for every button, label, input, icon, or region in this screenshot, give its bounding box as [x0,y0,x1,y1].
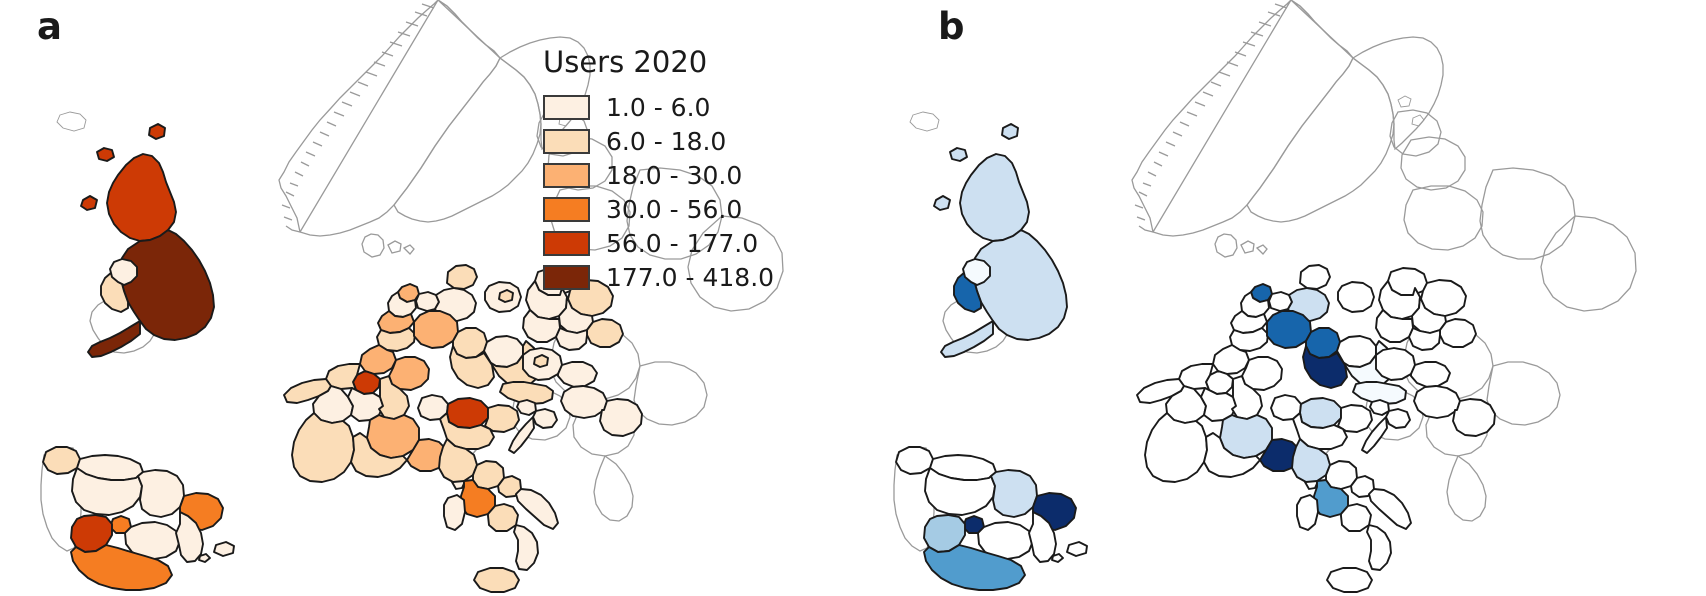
panel-label-a: a [37,5,62,48]
legend-label: 56.0 - 177.0 [606,228,759,258]
panel-b: b Variation 2020/2019 0.1 - 0.1 0.1 - 0.… [853,0,1706,596]
legend-label: 18.0 - 30.0 [606,160,743,190]
legend-swatch [543,196,590,222]
legend-label: 177.0 - 418.0 [606,262,775,292]
legend-swatch [543,264,590,290]
legend-item: 30.0 - 56.0 [543,193,774,225]
legend-item: 177.0 - 418.0 [543,261,774,293]
legend-label: 6.0 - 18.0 [606,126,727,156]
legend-swatch [543,128,590,154]
choropleth-regions-b [895,123,1496,593]
choropleth-map-users-2020 [40,0,784,593]
legend-label: 1.0 - 6.0 [606,92,711,122]
legend-users-2020: Users 2020 1.0 - 6.0 6.0 - 18.0 18.0 - 3… [543,48,774,295]
legend-swatch [543,162,590,188]
panel-a: a Users 2020 1.0 - 6.0 6.0 - 18.0 18.0 -… [37,0,784,593]
legend-item: 56.0 - 177.0 [543,227,774,259]
legend-swatch [543,230,590,256]
legend-item: 1.0 - 6.0 [543,91,774,123]
choropleth-map-variation-2020-2019 [893,0,1637,593]
legend-swatch [543,94,590,120]
panel-label-b: b [938,5,965,48]
legend-item: 18.0 - 30.0 [543,159,774,191]
legend-label: 30.0 - 56.0 [606,194,743,224]
legend-title-a: Users 2020 [543,45,708,79]
choropleth-regions-a [42,123,643,593]
legend-item: 6.0 - 18.0 [543,125,774,157]
